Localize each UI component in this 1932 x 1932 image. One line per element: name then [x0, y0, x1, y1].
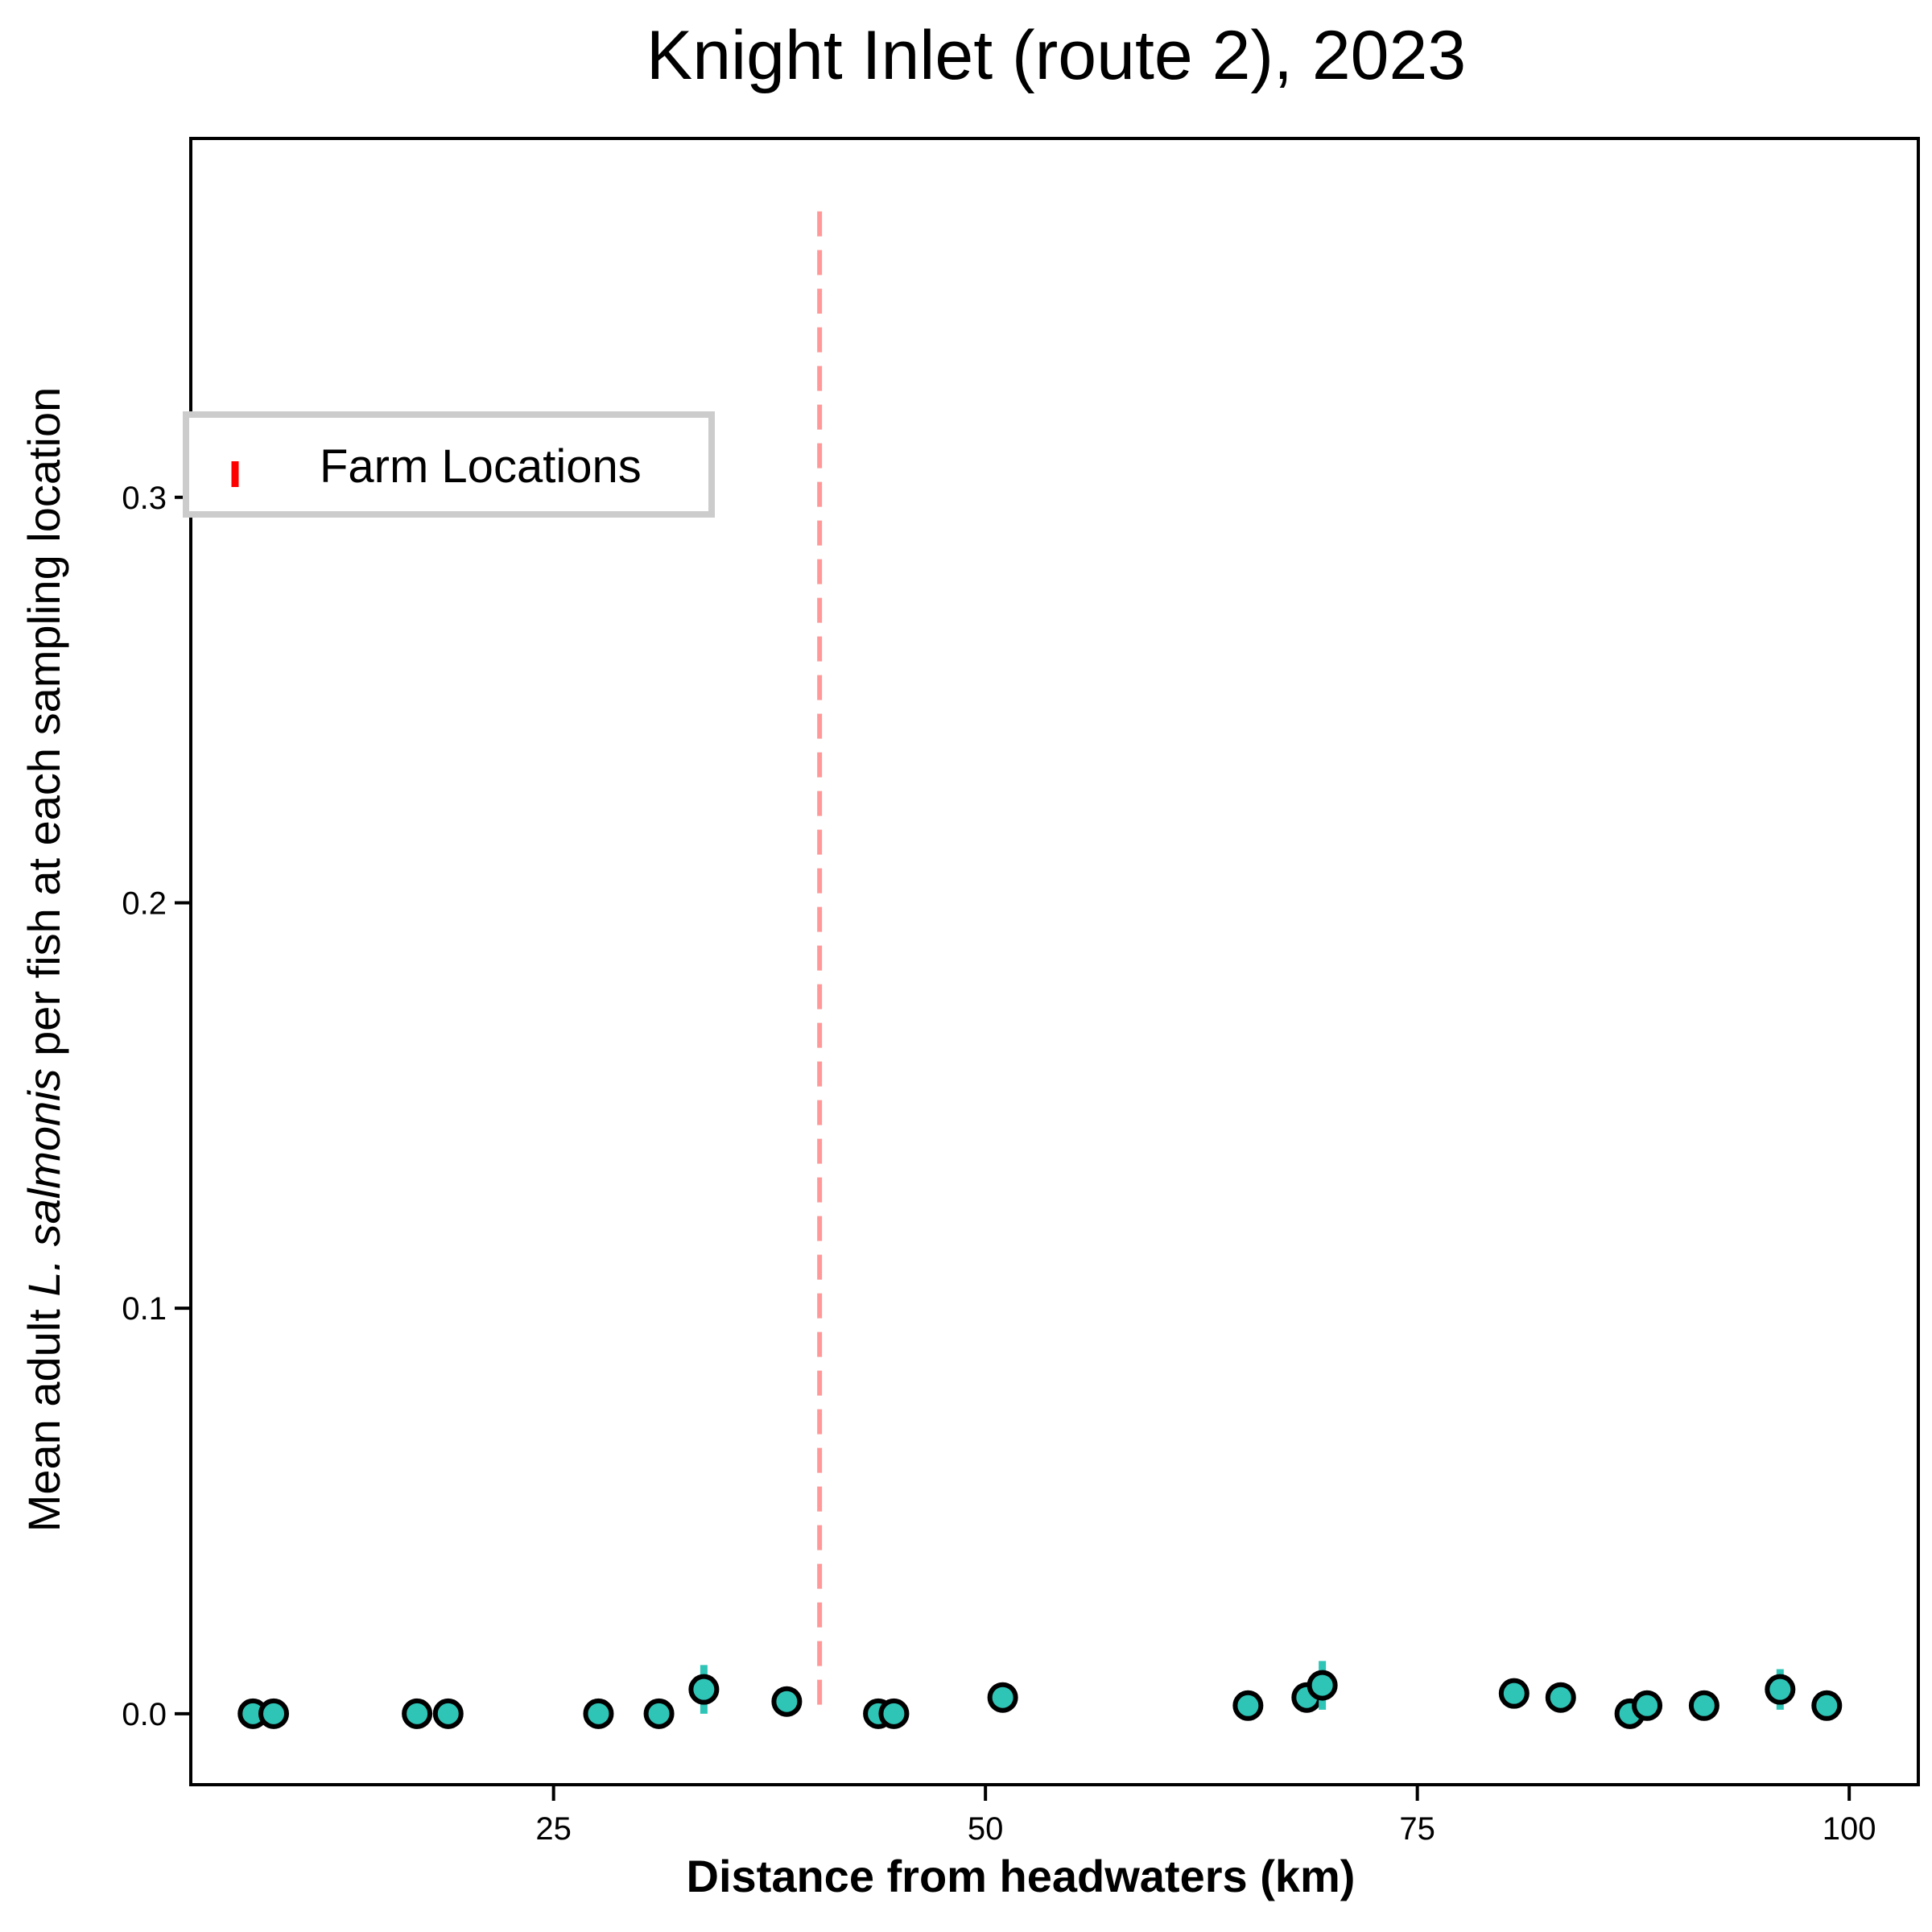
axis-ticks: 25 50 75 100 0.0 0.1 0.2 0.3: [122, 481, 1876, 1847]
data-point-1: [258, 1698, 290, 1729]
x-tick-label-3: 100: [1823, 1811, 1876, 1847]
legend: Farm Locations: [183, 411, 715, 518]
y-tick-label-1: 0.1: [122, 1291, 167, 1327]
data-point-15: [1545, 1682, 1576, 1713]
data-point-13: [1307, 1670, 1338, 1701]
x-tick-label-2: 75: [1399, 1811, 1435, 1847]
y-axis-title: Mean adult L. salmonis per fish at each …: [19, 387, 69, 1533]
data-point-5: [643, 1698, 675, 1729]
x-axis-title: Distance from headwaters (km): [687, 1851, 1356, 1901]
data-point-10: [987, 1682, 1018, 1713]
data-point-2: [402, 1698, 433, 1729]
y-tick-label-0: 0.0: [122, 1697, 167, 1732]
legend-label-farm-locations: Farm Locations: [320, 440, 642, 493]
y-axis-title-species: L. salmonis: [19, 1068, 69, 1296]
data-point-6: [688, 1674, 720, 1705]
data-point-20: [1811, 1690, 1843, 1721]
y-axis-title-prefix: Mean adult: [19, 1297, 69, 1533]
data-point-17: [1632, 1690, 1663, 1721]
legend-box: [183, 411, 715, 518]
data-point-9: [878, 1698, 910, 1729]
data-point-14: [1498, 1678, 1530, 1709]
data-point-19: [1765, 1674, 1796, 1705]
data-point-3: [432, 1698, 464, 1729]
plot-frame: [189, 137, 1920, 1786]
x-tick-label-0: 25: [535, 1811, 572, 1847]
data-point-7: [771, 1686, 803, 1717]
y-tick-label-2: 0.2: [122, 886, 167, 921]
chart-title: Knight Inlet (route 2), 2023: [646, 17, 1466, 94]
data-point-11: [1232, 1690, 1264, 1721]
data-point-18: [1688, 1690, 1719, 1721]
y-tick-label-3: 0.3: [122, 481, 167, 516]
plot-area: [237, 211, 1843, 1729]
x-tick-label-1: 50: [968, 1811, 1004, 1847]
y-axis-title-suffix: per fish at each sampling location: [19, 387, 69, 1069]
data-point-4: [583, 1698, 614, 1729]
